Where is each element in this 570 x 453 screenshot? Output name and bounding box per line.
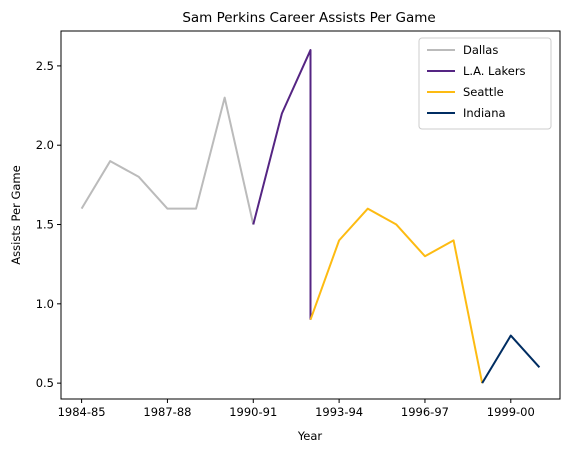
x-tick-label: 1990-91 — [229, 405, 277, 419]
y-axis: 0.5 1.0 1.5 2.0 2.5 — [36, 59, 61, 390]
legend-entry: L.A. Lakers — [463, 64, 526, 78]
series-line-2 — [311, 209, 483, 383]
x-tick-label: 1999-00 — [487, 405, 535, 419]
x-axis-label: Year — [297, 429, 323, 443]
legend: Dallas L.A. Lakers Seattle Indiana — [419, 38, 551, 129]
y-axis-label: Assists Per Game — [9, 165, 23, 264]
x-tick-label: 1996-97 — [401, 405, 449, 419]
y-tick-label: 0.5 — [36, 376, 54, 390]
series-line-3 — [482, 336, 539, 384]
y-tick-label: 2.0 — [36, 138, 54, 152]
x-tick-label: 1987-88 — [143, 405, 191, 419]
y-tick-label: 1.5 — [36, 218, 54, 232]
y-tick-label: 1.0 — [36, 297, 54, 311]
legend-entry: Dallas — [463, 43, 498, 57]
series-line-0 — [82, 98, 254, 225]
legend-entry: Seattle — [463, 85, 504, 99]
x-axis: 1984-85 1987-88 1990-91 1993-94 1996-97 1999-… — [58, 399, 535, 419]
series-line-1 — [253, 50, 310, 320]
legend-entry: Indiana — [463, 106, 506, 120]
x-tick-label: 1984-85 — [58, 405, 106, 419]
y-tick-label: 2.5 — [36, 59, 54, 73]
chart-title: Sam Perkins Career Assists Per Game — [182, 10, 435, 26]
x-tick-label: 1993-94 — [315, 405, 363, 419]
